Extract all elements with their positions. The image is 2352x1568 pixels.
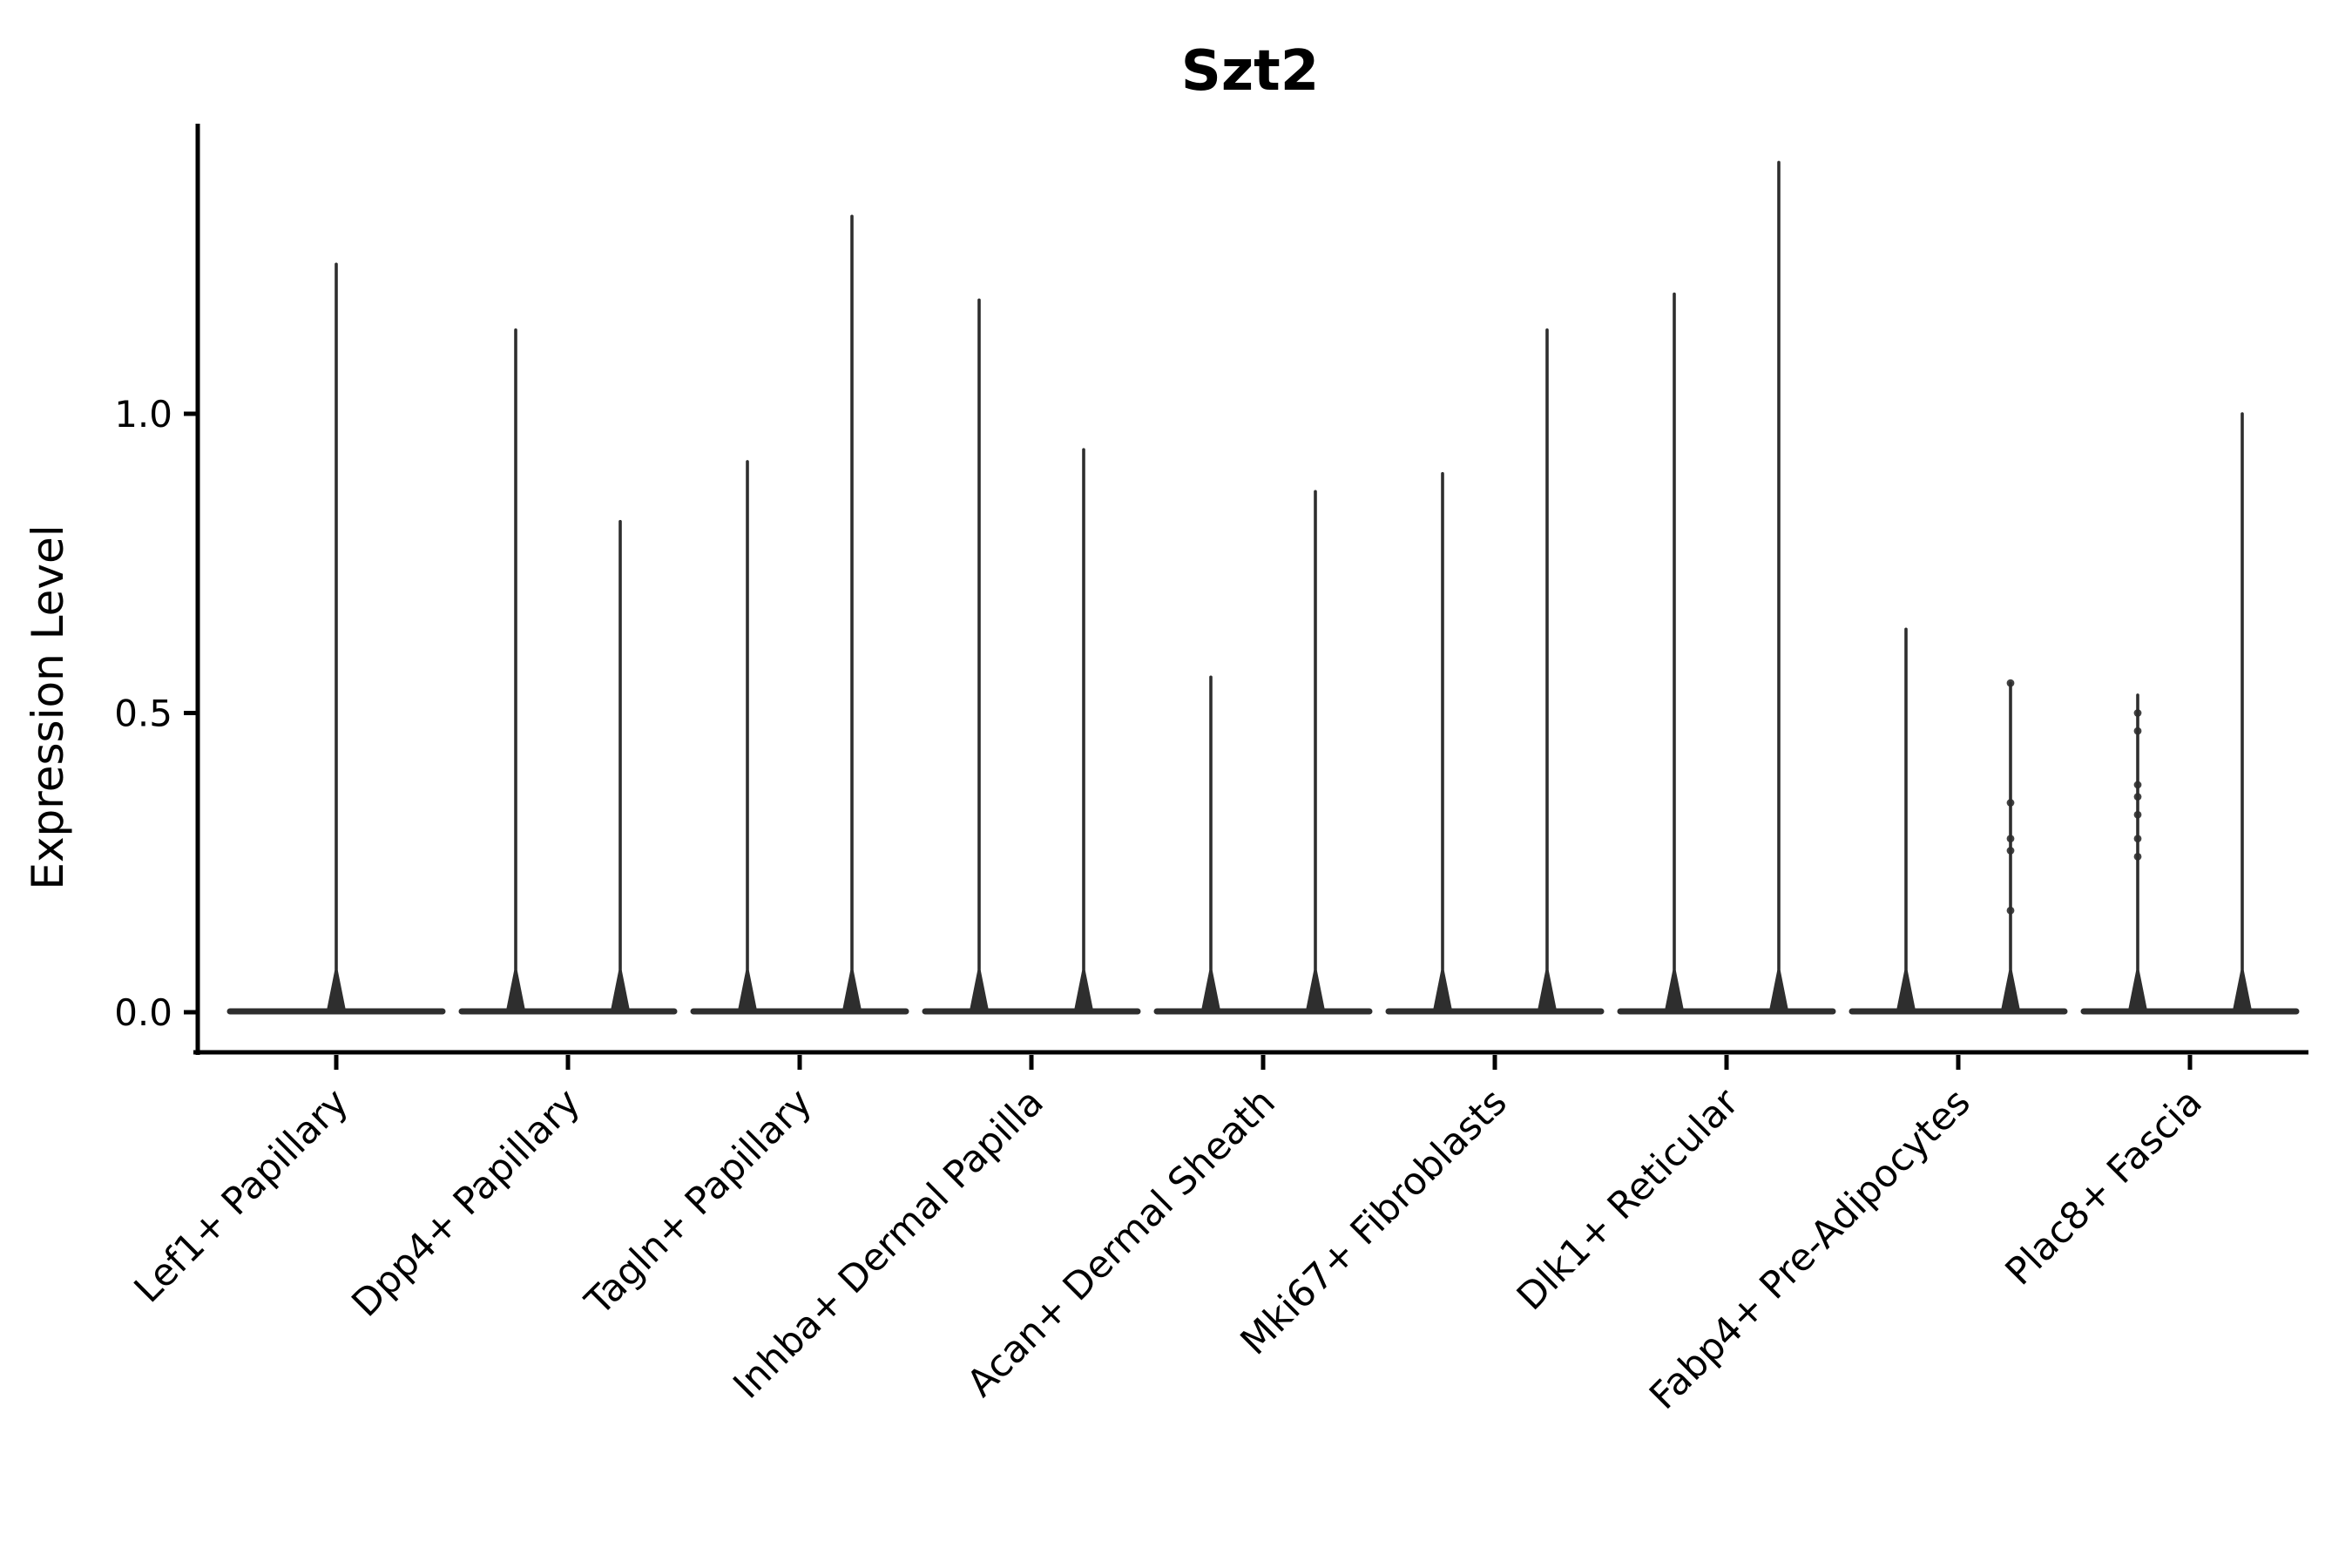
expression-point bbox=[2006, 847, 2015, 855]
expression-point bbox=[2006, 679, 2015, 687]
expression-point bbox=[2006, 835, 2015, 843]
violin bbox=[1153, 490, 1373, 1015]
y-tick-label: 1.0 bbox=[114, 393, 172, 436]
x-tick-label: Dlk1+ Reticular bbox=[1509, 1080, 1747, 1319]
x-tick-label: Plac8+ Fascia bbox=[1997, 1080, 2211, 1294]
y-tick-label: 0.0 bbox=[114, 991, 172, 1034]
expression-point bbox=[2133, 835, 2142, 843]
expression-point bbox=[2133, 781, 2142, 789]
x-tick-label: Dpp4+ Papillary bbox=[344, 1080, 589, 1325]
expression-point bbox=[2133, 793, 2142, 801]
expression-point bbox=[2133, 727, 2142, 735]
x-tick-label: Lef1+ Papillary bbox=[126, 1080, 357, 1311]
violin bbox=[2080, 412, 2300, 1015]
violin bbox=[458, 328, 678, 1015]
violins-layer bbox=[226, 160, 2300, 1015]
y-tick-label: 0.5 bbox=[114, 693, 172, 735]
y-axis-label: Expression Level bbox=[23, 524, 73, 889]
x-tick-label: Mki67+ Fibroblasts bbox=[1233, 1080, 1516, 1363]
violin bbox=[1385, 328, 1605, 1015]
expression-point bbox=[2006, 906, 2015, 915]
x-tick-label: Tagln+ Papillary bbox=[577, 1080, 821, 1324]
y-axis-ticks: 0.0 0.5 1.0 bbox=[114, 393, 196, 1034]
x-axis-ticks bbox=[334, 1055, 2193, 1070]
violin bbox=[690, 214, 909, 1015]
plot-title: Szt2 bbox=[1181, 39, 1319, 104]
expression-point bbox=[2133, 810, 2142, 819]
violin bbox=[226, 262, 446, 1015]
expression-point bbox=[2133, 852, 2142, 861]
expression-point bbox=[2006, 799, 2015, 807]
expression-point bbox=[2133, 709, 2142, 717]
violin bbox=[1617, 160, 1836, 1015]
violin bbox=[1848, 627, 2068, 1015]
violin bbox=[922, 298, 1141, 1015]
